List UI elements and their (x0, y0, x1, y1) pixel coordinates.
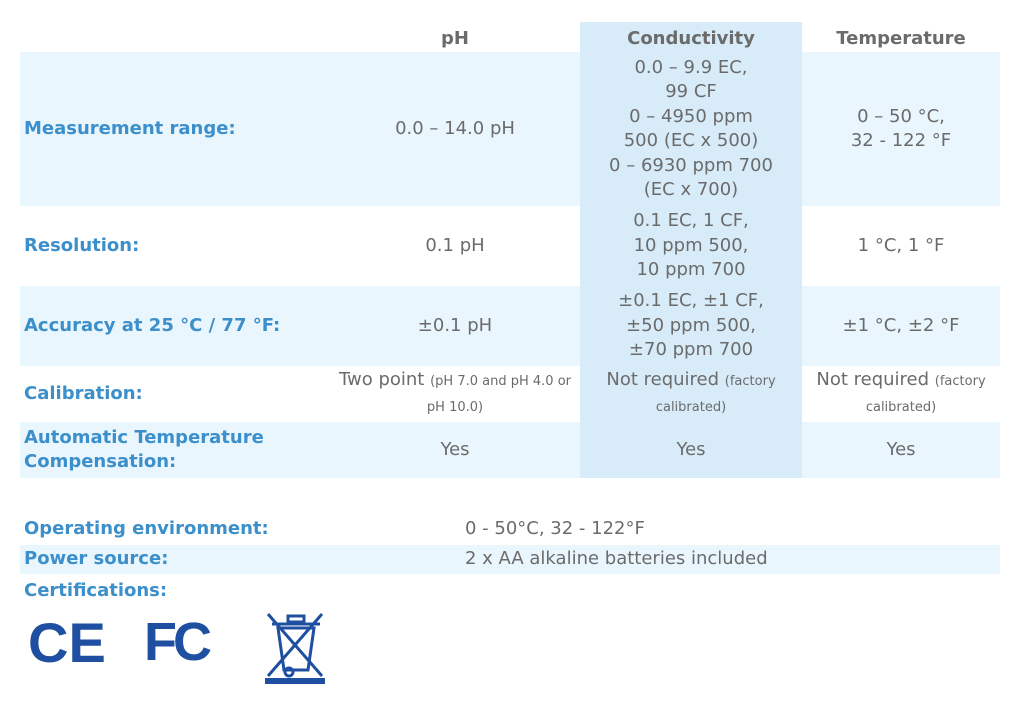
row-bg (20, 286, 1000, 366)
weee-bar (265, 678, 325, 684)
row-label: Calibration: (24, 366, 324, 422)
cell-line: Yes (886, 438, 916, 460)
cell-main: Not required (606, 369, 720, 390)
cell-line: Yes (440, 438, 470, 460)
cell: Two point (pH 7.0 and pH 4.0 or pH 10.0) (330, 366, 580, 422)
cell-note: (pH 7.0 and pH 4.0 or pH 10.0) (426, 374, 572, 415)
cell-line: ±70 ppm 700 (628, 339, 754, 361)
row-label: Resolution: (24, 206, 324, 286)
cell: 0.0 – 9.9 EC, 99 CF 0 – 4950 ppm 500 (EC x … (580, 52, 802, 206)
cell-line: ±0.1 EC, ±1 CF, (618, 290, 764, 312)
cell-text: Two point (pH 7.0 and pH 4.0 or pH 10.0) (330, 368, 580, 420)
cell: 0.1 pH (330, 206, 580, 286)
cell-text: Not required (factory calibrated) (580, 368, 802, 420)
cell: ±1 °C, ±2 °F (802, 286, 1000, 366)
cell-line: 0.0 – 14.0 pH (395, 117, 515, 139)
fc-logo: FC (144, 612, 211, 672)
cell-line: 500 (EC x 500) (623, 130, 759, 151)
label-text: Resolution: (24, 235, 140, 256)
label-text: Accuracy at 25 °C / 77 °F: (24, 315, 281, 336)
cell-line: 1 °C, 1 °F (857, 234, 945, 256)
column-header: pH (441, 27, 469, 49)
cell-line: 0.1 pH (425, 234, 485, 256)
cell: Yes (802, 422, 1000, 478)
cell-line: ±0.1 pH (417, 314, 493, 336)
row-bg (20, 545, 1000, 574)
cell: 0 – 50 °C, 32 - 122 °F (802, 52, 1000, 206)
certifications-label: Certifications: (24, 580, 168, 601)
ce-logo: CE (28, 611, 106, 674)
row-label: Measurement range: (24, 52, 324, 206)
label-text: Measurement range: (24, 118, 236, 139)
cell-line: 99 CF (665, 81, 717, 102)
cell: ±0.1 pH (330, 286, 580, 366)
label-line: Compensation: (24, 451, 177, 472)
column-header: Conductivity (627, 27, 755, 49)
highlight-column (580, 22, 802, 478)
cell: ±0.1 EC, ±1 CF, ±50 ppm 500, ±70 ppm 700 (580, 286, 802, 366)
label-text: Calibration: (24, 383, 143, 404)
row-label: Accuracy at 25 °C / 77 °F: (24, 286, 324, 366)
cell-line: 10 ppm 500, (633, 234, 749, 256)
cell: Not required (factory calibrated) (580, 366, 802, 422)
certification-logos: CE FC (28, 611, 325, 684)
label-line: Automatic Temperature (24, 427, 264, 448)
cell-line: ±1 °C, ±2 °F (842, 314, 960, 336)
spec-label: Power source: (24, 548, 169, 569)
cell-line: Yes (676, 438, 706, 460)
spec-value: 2 x AA alkaline batteries included (465, 547, 768, 569)
row-bg (20, 52, 1000, 206)
cell-line: 0 – 50 °C, (857, 105, 945, 127)
column-header: Temperature (836, 27, 966, 49)
cell-line: 0 – 6930 ppm 700 (609, 154, 773, 176)
cell-line: 0.0 – 9.9 EC, (634, 56, 748, 78)
cell-line: 10 ppm 700 (636, 259, 746, 281)
weee-logo (266, 613, 324, 678)
cell-main: Two point (338, 369, 425, 390)
cell-line: 32 - 122 °F (850, 130, 952, 151)
cell-text: Not required (factory calibrated) (802, 368, 1000, 420)
cell-line: ±50 ppm 500, (626, 314, 756, 336)
row-label: Automatic Temperature Compensation: (24, 422, 324, 478)
cell-line: 0.1 EC, 1 CF, (633, 210, 749, 232)
cell-line: (EC x 700) (643, 179, 739, 200)
cell: 0.1 EC, 1 CF, 10 ppm 500, 10 ppm 700 (580, 206, 802, 286)
cell: Yes (330, 422, 580, 478)
spec-label: Operating environment: (24, 518, 269, 539)
cell: Yes (580, 422, 802, 478)
cell: 1 °C, 1 °F (802, 206, 1000, 286)
cell-main: Not required (816, 369, 930, 390)
cell: 0.0 – 14.0 pH (330, 52, 580, 206)
row-bg (20, 422, 1000, 478)
cell: Not required (factory calibrated) (802, 366, 1000, 422)
cell-note: (factory calibrated) (655, 374, 776, 415)
spec-value: 0 - 50°C, 32 - 122°F (465, 517, 645, 539)
cell-line: 0 – 4950 ppm (629, 105, 753, 127)
cell-note: (factory calibrated) (865, 374, 986, 415)
